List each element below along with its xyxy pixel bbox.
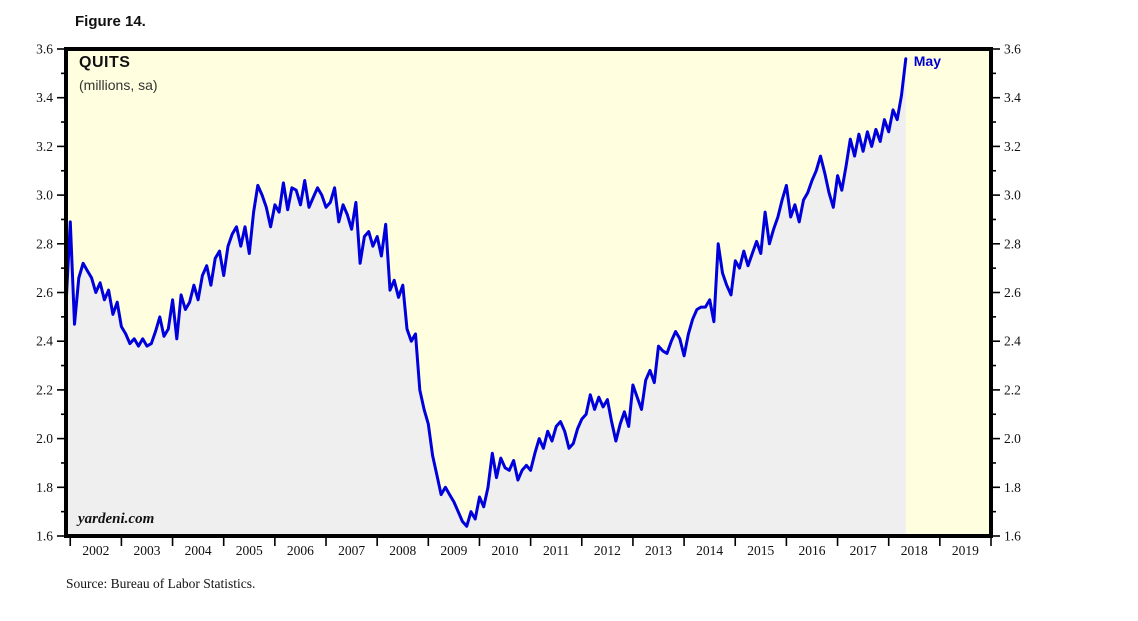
y-tick-label-left: 2.2 bbox=[36, 382, 53, 397]
y-tick-label-right: 2.4 bbox=[1004, 334, 1021, 349]
x-tick-label-year: 2003 bbox=[133, 543, 160, 558]
x-tick-label-year: 2013 bbox=[645, 543, 672, 558]
y-tick-label-left: 3.0 bbox=[36, 188, 53, 203]
x-tick-label-year: 2017 bbox=[850, 543, 877, 558]
x-tick-label-year: 2008 bbox=[389, 543, 416, 558]
y-tick-label-left: 2.0 bbox=[36, 431, 53, 446]
y-tick-label-right: 2.0 bbox=[1004, 431, 1021, 446]
source-note: Source: Bureau of Labor Statistics. bbox=[66, 576, 256, 591]
x-tick-label-year: 2015 bbox=[747, 543, 774, 558]
figure-label: Figure 14. bbox=[75, 13, 146, 30]
chart-subtitle: (millions, sa) bbox=[79, 77, 158, 93]
y-tick-label-right: 1.6 bbox=[1004, 529, 1021, 544]
y-tick-label-left: 1.8 bbox=[36, 480, 53, 495]
last-point-annotation: May bbox=[913, 52, 941, 69]
x-tick-label-year: 2011 bbox=[543, 543, 570, 558]
y-tick-label-right: 1.8 bbox=[1004, 480, 1021, 495]
y-tick-label-right: 3.2 bbox=[1004, 139, 1021, 154]
chart-title: QUITS bbox=[79, 54, 131, 71]
x-tick-label-year: 2009 bbox=[440, 543, 467, 558]
y-tick-label-left: 3.4 bbox=[36, 90, 53, 105]
x-tick-label-year: 2014 bbox=[696, 543, 723, 558]
x-tick-label-year: 2010 bbox=[492, 543, 519, 558]
x-tick-label-year: 2016 bbox=[798, 543, 825, 558]
y-tick-label-right: 2.6 bbox=[1004, 285, 1021, 300]
watermark-yardeni: yardeni.com bbox=[78, 511, 155, 527]
y-tick-label-right: 3.0 bbox=[1004, 188, 1021, 203]
area-fill bbox=[66, 58, 906, 536]
y-tick-label-left: 2.6 bbox=[36, 285, 53, 300]
y-tick-label-right: 2.2 bbox=[1004, 382, 1021, 397]
x-tick-label-year: 2019 bbox=[952, 543, 979, 558]
y-tick-label-right: 2.8 bbox=[1004, 236, 1021, 251]
x-tick-label-year: 2002 bbox=[82, 543, 109, 558]
x-tick-label-year: 2012 bbox=[594, 543, 621, 558]
y-tick-label-right: 3.4 bbox=[1004, 90, 1021, 105]
y-tick-label-left: 2.4 bbox=[36, 334, 53, 349]
y-tick-label-left: 1.6 bbox=[36, 529, 53, 544]
x-tick-label-year: 2005 bbox=[236, 543, 263, 558]
x-tick-label-year: 2018 bbox=[901, 543, 928, 558]
y-tick-label-left: 3.6 bbox=[36, 42, 53, 57]
quits-line bbox=[64, 57, 908, 528]
y-tick-label-right: 3.6 bbox=[1004, 42, 1021, 57]
x-tick-label-year: 2007 bbox=[338, 543, 365, 558]
y-tick-label-left: 3.2 bbox=[36, 139, 53, 154]
y-tick-label-left: 2.8 bbox=[36, 236, 53, 251]
x-tick-label-year: 2006 bbox=[287, 543, 314, 558]
x-tick-label-year: 2004 bbox=[185, 543, 212, 558]
